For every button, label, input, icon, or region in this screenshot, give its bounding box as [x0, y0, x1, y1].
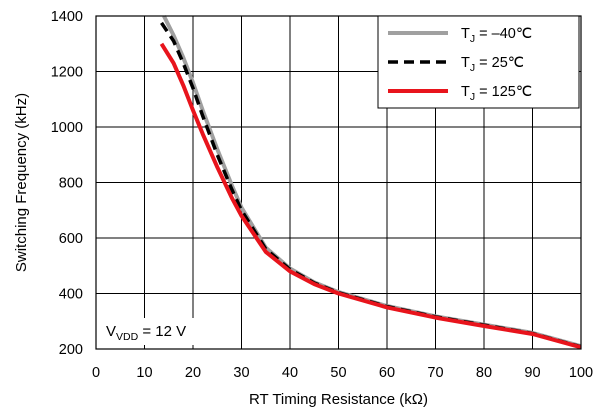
legend-label-3: TJ = 125℃: [461, 84, 532, 103]
y-tick-label: 200: [59, 342, 83, 358]
legend-label-1: TJ = –40℃: [461, 26, 532, 45]
series-layer: [159, 15, 582, 350]
annotation-rest: = 12 V: [138, 323, 186, 340]
y-tick-label: 1200: [51, 65, 83, 81]
y-tick-label: 800: [59, 176, 83, 192]
legend-label-2: TJ = 25℃: [461, 55, 524, 74]
x-tick-label: 90: [524, 365, 540, 381]
annotation-base: V: [106, 323, 116, 340]
legend-label-rest: = 125℃: [475, 84, 532, 100]
y-tick-label: 1000: [51, 120, 83, 136]
annotation-sub: VDD: [116, 331, 139, 343]
legend-label-base: T: [461, 55, 470, 71]
x-tick-label: 60: [379, 365, 395, 381]
vvdd-annotation: VVDD = 12 V: [97, 318, 225, 345]
annotation-box: [97, 318, 225, 345]
legend-label-rest: = –40℃: [475, 26, 532, 42]
legend-label-sub: J: [470, 62, 475, 74]
x-tick-label: 10: [136, 365, 152, 381]
annotation-text: VVDD = 12 V: [106, 323, 186, 343]
y-axis-label: Switching Frequency (kHz): [13, 93, 30, 272]
legend-label-rest: = 25℃: [475, 55, 524, 71]
series-line-3: [159, 42, 582, 350]
x-tick-label: 20: [185, 365, 201, 381]
x-tick-label: 50: [330, 365, 346, 381]
x-tick-label: 70: [427, 365, 443, 381]
x-tick-label: 80: [476, 365, 492, 381]
y-tick-label: 400: [59, 287, 83, 303]
legend: TJ = –40℃TJ = 25℃TJ = 125℃: [377, 15, 580, 109]
x-tick-labels: 0 10 20 30 40 50 60 70 80 90 100: [92, 365, 593, 381]
x-axis-label: RT Timing Resistance (kΩ): [249, 391, 428, 408]
plot-frame: [95, 15, 582, 350]
legend-label-base: T: [461, 84, 470, 100]
x-tick-label: 40: [282, 365, 298, 381]
legend-label-sub: J: [470, 91, 475, 103]
x-tick-label: 0: [92, 365, 100, 381]
x-tick-label: 30: [233, 365, 249, 381]
legend-label-base: T: [461, 26, 470, 42]
y-tick-label: 600: [59, 231, 83, 247]
y-tick-labels: 200 400 600 800 1000 1200 1400: [51, 9, 83, 358]
legend-label-sub: J: [470, 33, 475, 45]
x-tick-label: 100: [569, 365, 593, 381]
y-tick-label: 1400: [51, 9, 83, 25]
